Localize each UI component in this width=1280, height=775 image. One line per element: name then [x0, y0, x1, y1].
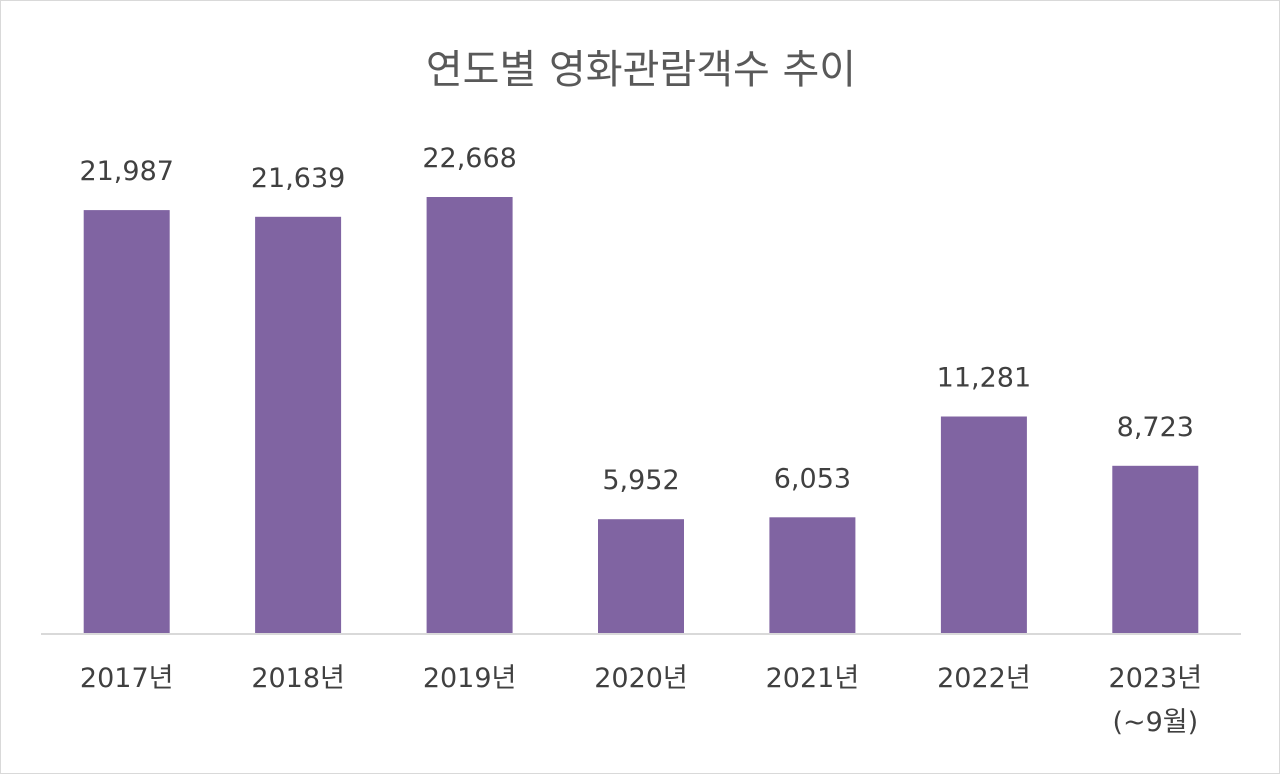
- x-tick-label-0: 2017년: [80, 663, 174, 694]
- x-tick-label-2: 2019년: [423, 663, 517, 694]
- bar-3: [598, 519, 684, 634]
- data-label-3: 5,952: [602, 465, 679, 496]
- bar-6: [1112, 465, 1199, 634]
- x-tick-label-4: 2021년: [766, 663, 860, 694]
- data-label-2: 22,668: [422, 143, 516, 174]
- x-tick-label-6: 2023년: [1109, 663, 1203, 694]
- x-tick-label-5: 2022년: [937, 663, 1031, 694]
- x-tick-label-3: 2020년: [594, 663, 688, 694]
- data-label-4: 6,053: [774, 463, 851, 494]
- bar-2: [426, 197, 513, 634]
- x-tick-label-1: 2018년: [251, 663, 345, 694]
- x-tick-note-6: (~9월): [1112, 707, 1198, 738]
- bar-0: [83, 210, 170, 634]
- x-tick-group: 2017년 2018년 2019년 2020년 2021년 2022년 2023년 (~9월): [80, 663, 1202, 738]
- bar-4: [769, 517, 856, 634]
- data-label-6: 8,723: [1117, 412, 1194, 443]
- bar-1: [255, 216, 342, 635]
- chart-title: 연도별 영화관람객수 추이: [426, 47, 856, 93]
- data-label-5: 11,281: [937, 363, 1031, 394]
- data-label-1: 21,639: [251, 163, 345, 194]
- bar-group: [83, 197, 1199, 635]
- data-label-0: 21,987: [79, 156, 173, 187]
- bar-5: [940, 416, 1027, 634]
- value-label-group: 21,987 21,639 22,668 5,952 6,053 11,281 8,723: [79, 143, 1193, 496]
